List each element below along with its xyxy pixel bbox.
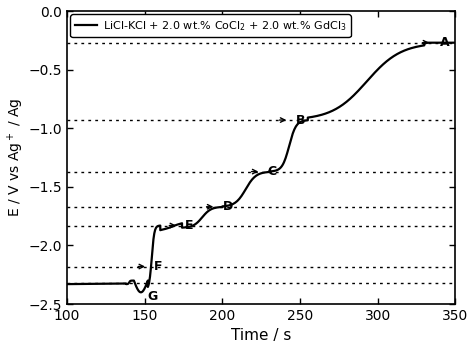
Legend: LiCl-KCl + 2.0 wt.% CoCl$_2$ + 2.0 wt.% GdCl$_3$: LiCl-KCl + 2.0 wt.% CoCl$_2$ + 2.0 wt.% …: [71, 14, 351, 37]
Text: G: G: [148, 290, 158, 304]
Text: E: E: [185, 219, 194, 232]
X-axis label: Time / s: Time / s: [231, 328, 292, 343]
Text: D: D: [222, 200, 233, 213]
Y-axis label: E / V vs Ag$^+$ / Ag: E / V vs Ag$^+$ / Ag: [6, 98, 26, 217]
Text: B: B: [295, 113, 305, 127]
Text: F: F: [154, 260, 163, 273]
Text: A: A: [440, 36, 449, 49]
Text: C: C: [267, 165, 276, 178]
